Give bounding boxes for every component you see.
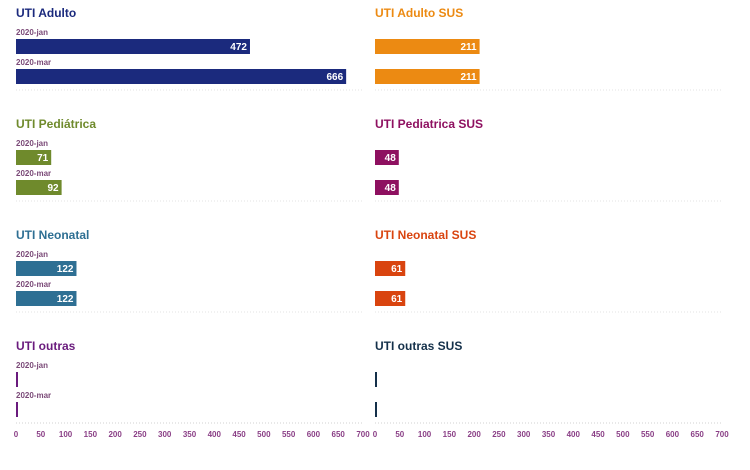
x-tick-label: 650 — [691, 430, 705, 439]
bar — [375, 261, 406, 276]
x-tick-label: 300 — [158, 430, 172, 439]
panel: UTI Neonatal SUS 61 61 — [375, 228, 722, 313]
bar — [375, 69, 480, 84]
bar — [16, 291, 77, 306]
category-label: 2020-mar — [16, 58, 51, 67]
x-tick-label: 500 — [616, 430, 630, 439]
panel: UTI Pediatrica SUS 48 48 — [375, 117, 722, 202]
bar — [16, 402, 18, 417]
panel-title: UTI Neonatal — [16, 228, 89, 242]
category-label: 2020-mar — [16, 280, 51, 289]
value-label: 122 — [57, 264, 74, 275]
panel-title: UTI Adulto — [16, 6, 76, 20]
panel-title: UTI Pediatrica SUS — [375, 117, 483, 131]
category-label: 2020-jan — [16, 250, 48, 259]
panel: UTI Pediátrica 2020-jan 71 2020-mar 92 — [16, 117, 363, 202]
bar — [16, 39, 250, 54]
panel-title: UTI Neonatal SUS — [375, 228, 476, 242]
panel: UTI Adulto 2020-jan 472 2020-mar 666 — [16, 6, 363, 91]
value-label: 122 — [57, 294, 74, 305]
bar — [16, 261, 77, 276]
x-tick-label: 0 — [373, 430, 378, 439]
bar — [375, 402, 377, 417]
x-tick-label: 50 — [36, 430, 45, 439]
x-tick-label: 50 — [395, 430, 404, 439]
x-tick-label: 600 — [307, 430, 321, 439]
x-tick-label: 400 — [208, 430, 222, 439]
x-tick-label: 300 — [517, 430, 531, 439]
category-label: 2020-jan — [16, 361, 48, 370]
x-tick-label: 100 — [59, 430, 73, 439]
x-tick-label: 550 — [641, 430, 655, 439]
x-tick-label: 400 — [567, 430, 581, 439]
bar — [16, 150, 52, 165]
value-label: 92 — [47, 183, 59, 194]
x-tick-label: 350 — [183, 430, 197, 439]
value-label: 48 — [385, 183, 397, 194]
x-tick-label: 200 — [108, 430, 122, 439]
panel: UTI outras 2020-jan 2020-mar — [16, 339, 76, 417]
value-label: 211 — [460, 42, 477, 53]
bar — [16, 69, 347, 84]
value-label: 472 — [230, 42, 247, 53]
x-tick-label: 550 — [282, 430, 296, 439]
category-label: 2020-jan — [16, 139, 48, 148]
category-label: 2020-mar — [16, 169, 51, 178]
bar — [16, 372, 18, 387]
panel: UTI Adulto SUS 211 211 — [375, 6, 722, 91]
value-label: 666 — [326, 72, 343, 83]
x-tick-label: 0 — [14, 430, 19, 439]
panel: UTI Neonatal 2020-jan 122 2020-mar 122 — [16, 228, 363, 313]
value-label: 61 — [391, 294, 403, 305]
x-tick-label: 100 — [418, 430, 432, 439]
bar — [16, 180, 62, 195]
x-tick-label: 350 — [542, 430, 556, 439]
x-tick-label: 150 — [443, 430, 457, 439]
panel: UTI outras SUS — [375, 339, 462, 417]
bar — [375, 150, 399, 165]
x-tick-label: 200 — [467, 430, 481, 439]
value-label: 71 — [37, 153, 49, 164]
bar — [375, 180, 399, 195]
x-tick-label: 450 — [591, 430, 605, 439]
panel-title: UTI Adulto SUS — [375, 6, 463, 20]
x-tick-label: 700 — [715, 430, 729, 439]
x-tick-label: 250 — [133, 430, 147, 439]
bar — [375, 39, 480, 54]
bar — [375, 372, 377, 387]
x-tick-label: 600 — [666, 430, 680, 439]
panel-title: UTI outras SUS — [375, 339, 462, 353]
x-tick-label: 500 — [257, 430, 271, 439]
x-tick-label: 150 — [84, 430, 98, 439]
x-tick-label: 700 — [356, 430, 370, 439]
x-tick-label: 450 — [232, 430, 246, 439]
value-label: 211 — [460, 72, 477, 83]
x-tick-label: 650 — [332, 430, 346, 439]
value-label: 61 — [391, 264, 403, 275]
bar — [375, 291, 406, 306]
category-label: 2020-jan — [16, 28, 48, 37]
value-label: 48 — [385, 153, 397, 164]
panel-title: UTI outras — [16, 339, 76, 353]
category-label: 2020-mar — [16, 391, 51, 400]
x-tick-label: 250 — [492, 430, 506, 439]
panel-title: UTI Pediátrica — [16, 117, 96, 131]
